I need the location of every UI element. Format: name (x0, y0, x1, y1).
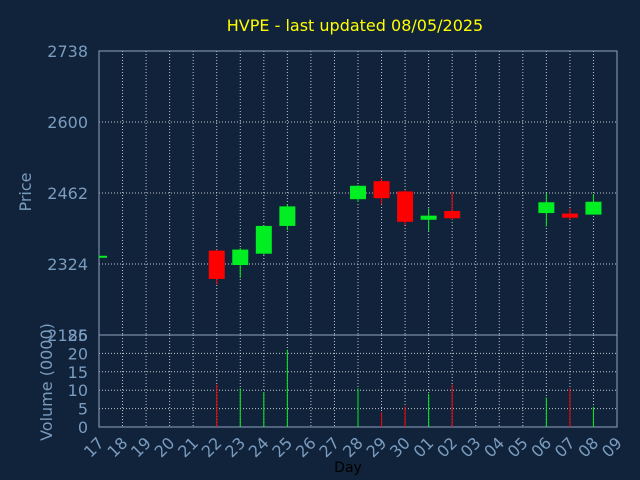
candles-layer (98, 178, 602, 285)
volume-tick-label: 0 (78, 418, 88, 437)
price-tick-label: 2600 (47, 113, 88, 132)
price-tick-label: 2186 (47, 326, 88, 345)
candle-body (232, 249, 249, 266)
candle-body (444, 211, 461, 219)
x-axis-label: Day (334, 460, 362, 476)
volume-tick-label: 10 (68, 381, 88, 400)
candle-body (99, 255, 107, 258)
candle-body (373, 181, 390, 199)
volume-axis-label: Volume (0000) (37, 323, 56, 441)
candle-body (279, 206, 296, 226)
volume-tick-label: 5 (78, 400, 88, 419)
volume-gridlines (99, 335, 617, 427)
volume-tick-label: 20 (68, 344, 88, 363)
candle-body (538, 202, 555, 214)
volume-tick-label: 25 (68, 326, 88, 345)
candle-body (397, 191, 414, 222)
price-tick-label: 2462 (47, 184, 88, 203)
x-axis-ticks: 1718192021222324252627282930010203040506… (80, 433, 626, 461)
x-tick-label: 09 (598, 433, 626, 461)
volume-bars-layer (216, 349, 594, 427)
candle-body (350, 185, 366, 200)
chart-title: HVPE - last updated 08/05/2025 (227, 16, 483, 35)
candle-body (255, 225, 272, 254)
price-axis-label: Price (16, 172, 35, 211)
candle-body (561, 213, 578, 218)
price-tick-label: 2738 (47, 42, 88, 61)
candle-body (420, 215, 437, 220)
price-axis-ticks: 2186 2324 2462 2600 2738 (47, 42, 88, 345)
volume-tick-label: 15 (68, 363, 88, 382)
candle-body (585, 201, 602, 215)
price-tick-label: 2324 (47, 255, 88, 274)
candle-body (208, 250, 225, 279)
